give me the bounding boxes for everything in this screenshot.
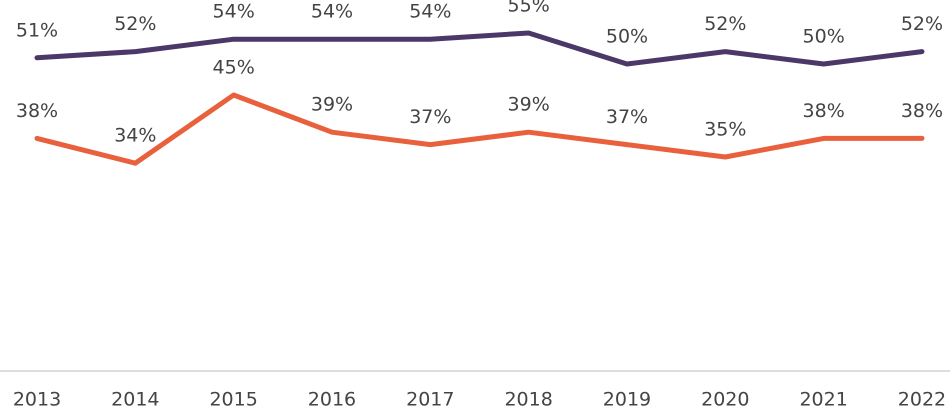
data-label: 38% xyxy=(803,100,845,122)
data-label: 50% xyxy=(606,26,648,48)
data-label: 37% xyxy=(606,106,648,128)
data-label: 45% xyxy=(213,57,255,79)
data-label: 39% xyxy=(508,94,550,116)
series-line xyxy=(34,92,925,166)
x-tick-label: 2017 xyxy=(406,389,454,411)
data-label: 37% xyxy=(409,106,451,128)
x-tick-label: 2022 xyxy=(898,389,946,411)
data-label: 54% xyxy=(311,1,353,23)
x-tick-label: 2016 xyxy=(308,389,356,411)
data-label: 38% xyxy=(16,100,58,122)
data-label: 52% xyxy=(901,13,943,35)
x-tick-label: 2018 xyxy=(504,389,552,411)
x-tick-label: 2020 xyxy=(701,389,749,411)
x-tick-label: 2013 xyxy=(13,389,61,411)
data-label: 51% xyxy=(16,19,58,41)
series-line xyxy=(34,30,925,67)
x-tick-label: 2019 xyxy=(603,389,651,411)
data-label: 38% xyxy=(901,100,943,122)
data-label: 50% xyxy=(803,26,845,48)
x-tick-label: 2015 xyxy=(209,389,257,411)
data-label: 54% xyxy=(213,1,255,23)
data-label: 35% xyxy=(704,119,746,141)
x-tick-label: 2021 xyxy=(799,389,847,411)
x-tick-label: 2014 xyxy=(111,389,159,411)
data-label: 34% xyxy=(114,125,156,147)
data-label: 55% xyxy=(508,0,550,17)
data-label: 52% xyxy=(114,13,156,35)
data-label: 52% xyxy=(704,13,746,35)
data-label: 39% xyxy=(311,94,353,116)
data-label: 54% xyxy=(409,1,451,23)
